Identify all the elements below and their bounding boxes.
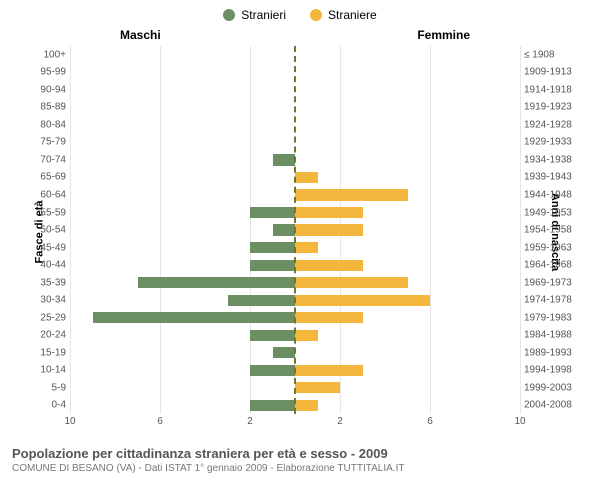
age-label: 45-49	[26, 242, 66, 253]
bar-female	[295, 400, 318, 411]
legend-item-male: Stranieri	[223, 8, 286, 22]
x-axis: 10622610	[70, 416, 520, 432]
bar-male	[228, 295, 296, 306]
column-header-female: Femmine	[417, 28, 470, 42]
x-tick: 2	[337, 416, 343, 427]
age-label: 5-9	[26, 382, 66, 393]
birth-year-label: 1989-1993	[524, 347, 586, 358]
birth-year-label: 1969-1973	[524, 277, 586, 288]
x-tick: 6	[427, 416, 433, 427]
bar-female	[295, 330, 318, 341]
age-label: 85-89	[26, 102, 66, 113]
birth-year-label: 1964-1968	[524, 260, 586, 271]
legend-swatch-female	[310, 9, 322, 21]
bar-female	[295, 312, 363, 323]
birth-year-label: 1949-1953	[524, 207, 586, 218]
bar-female	[295, 172, 318, 183]
birth-year-label: 1994-1998	[524, 365, 586, 376]
legend-label-male: Stranieri	[241, 8, 286, 22]
bar-male	[250, 207, 295, 218]
bar-male	[273, 347, 296, 358]
bar-female	[295, 207, 363, 218]
bar-male	[250, 330, 295, 341]
birth-year-label: 1939-1943	[524, 172, 586, 183]
chart-frame: Maschi Femmine Fasce di età Anni di nasc…	[0, 22, 600, 442]
legend: Stranieri Straniere	[0, 0, 600, 22]
x-gridline	[520, 46, 521, 414]
birth-year-label: 1924-1928	[524, 119, 586, 130]
bar-male	[250, 260, 295, 271]
age-label: 15-19	[26, 347, 66, 358]
age-label: 40-44	[26, 260, 66, 271]
age-label: 50-54	[26, 225, 66, 236]
age-label: 20-24	[26, 330, 66, 341]
age-label: 35-39	[26, 277, 66, 288]
x-tick: 6	[157, 416, 163, 427]
bar-female	[295, 189, 408, 200]
bar-female	[295, 260, 363, 271]
birth-year-label: 1914-1918	[524, 84, 586, 95]
bar-female	[295, 242, 318, 253]
birth-year-label: 1934-1938	[524, 154, 586, 165]
x-tick: 2	[247, 416, 253, 427]
bar-female	[295, 382, 340, 393]
age-label: 70-74	[26, 154, 66, 165]
legend-item-female: Straniere	[310, 8, 377, 22]
age-label: 90-94	[26, 84, 66, 95]
birth-year-label: 1979-1983	[524, 312, 586, 323]
bar-male	[273, 224, 296, 235]
birth-year-label: 1954-1958	[524, 225, 586, 236]
birth-year-label: 1984-1988	[524, 330, 586, 341]
birth-year-label: 1959-1963	[524, 242, 586, 253]
bar-female	[295, 295, 430, 306]
chart-title: Popolazione per cittadinanza straniera p…	[12, 446, 588, 461]
center-line	[294, 46, 296, 414]
birth-year-label: 1929-1933	[524, 137, 586, 148]
age-label: 30-34	[26, 295, 66, 306]
bar-female	[295, 224, 363, 235]
age-label: 95-99	[26, 67, 66, 78]
age-label: 60-64	[26, 190, 66, 201]
footer: Popolazione per cittadinanza straniera p…	[0, 446, 600, 474]
birth-year-label: 1944-1948	[524, 190, 586, 201]
birth-year-label: 2004-2008	[524, 400, 586, 411]
bar-male	[138, 277, 296, 288]
birth-year-label: 1974-1978	[524, 295, 586, 306]
birth-year-label: 1999-2003	[524, 382, 586, 393]
age-label: 25-29	[26, 312, 66, 323]
x-tick: 10	[514, 416, 525, 427]
age-label: 65-69	[26, 172, 66, 183]
plot-area: 100+≤ 190895-991909-191390-941914-191885…	[70, 46, 520, 414]
bar-male	[273, 154, 296, 165]
x-tick: 10	[64, 416, 75, 427]
chart-subtitle: COMUNE DI BESANO (VA) - Dati ISTAT 1° ge…	[12, 463, 588, 474]
bar-male	[250, 242, 295, 253]
age-label: 55-59	[26, 207, 66, 218]
bar-male	[93, 312, 296, 323]
birth-year-label: 1919-1923	[524, 102, 586, 113]
birth-year-label: 1909-1913	[524, 67, 586, 78]
column-header-male: Maschi	[120, 28, 161, 42]
age-label: 10-14	[26, 365, 66, 376]
legend-swatch-male	[223, 9, 235, 21]
bar-male	[250, 400, 295, 411]
bar-male	[250, 365, 295, 376]
bar-female	[295, 277, 408, 288]
age-label: 0-4	[26, 400, 66, 411]
age-label: 100+	[26, 49, 66, 60]
bar-female	[295, 365, 363, 376]
age-label: 75-79	[26, 137, 66, 148]
age-label: 80-84	[26, 119, 66, 130]
birth-year-label: ≤ 1908	[524, 49, 586, 60]
legend-label-female: Straniere	[328, 8, 377, 22]
